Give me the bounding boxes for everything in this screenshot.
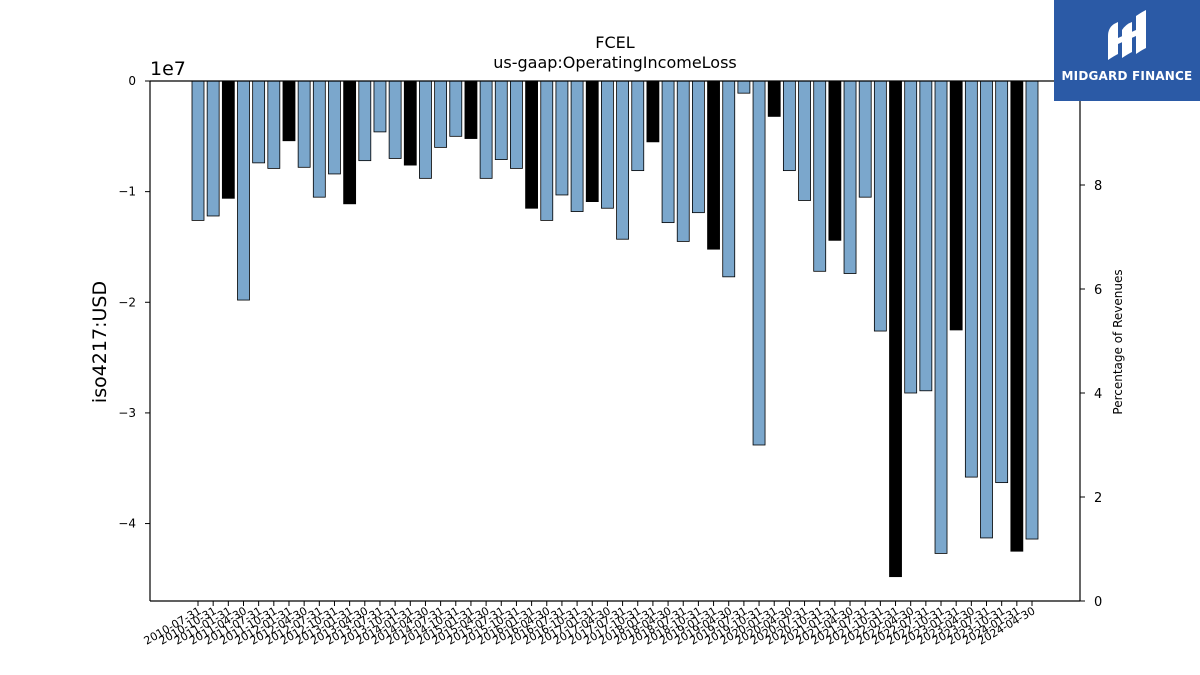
bar bbox=[252, 80, 266, 164]
y-tick-label: −2 bbox=[118, 295, 136, 309]
bar bbox=[782, 80, 796, 172]
bar bbox=[358, 80, 372, 162]
bar bbox=[995, 80, 1009, 484]
bar bbox=[540, 80, 554, 221]
y-offset-label: 1e7 bbox=[150, 58, 186, 80]
bar bbox=[919, 80, 933, 392]
y2-tick-label: 2 bbox=[1094, 491, 1102, 506]
bar bbox=[873, 80, 887, 332]
y-tick-label: −4 bbox=[118, 517, 136, 531]
bar bbox=[601, 80, 614, 209]
bar bbox=[631, 80, 645, 172]
bar bbox=[798, 80, 811, 201]
bar bbox=[373, 80, 387, 133]
bar bbox=[388, 80, 402, 159]
y-axis-label: iso4217:USD bbox=[89, 281, 111, 403]
bar bbox=[479, 80, 493, 179]
bar bbox=[312, 80, 326, 198]
bar bbox=[570, 80, 584, 212]
bar bbox=[722, 80, 736, 278]
y-tick-label: 0 bbox=[128, 74, 136, 88]
bar bbox=[964, 80, 978, 478]
bar bbox=[676, 80, 690, 242]
bar bbox=[237, 80, 250, 301]
logo-text: MIDGARD FINANCE bbox=[1061, 69, 1193, 83]
bar bbox=[813, 80, 827, 272]
y-tick-label: −3 bbox=[118, 406, 136, 420]
bar bbox=[767, 80, 781, 117]
bar bbox=[221, 80, 235, 199]
y-tick-label: −1 bbox=[118, 185, 136, 199]
bar bbox=[889, 80, 902, 578]
bar bbox=[949, 80, 963, 331]
y2-tick-label: 6 bbox=[1094, 283, 1102, 298]
bar bbox=[661, 80, 675, 224]
bar bbox=[828, 80, 842, 241]
bar bbox=[403, 80, 417, 166]
bars-group bbox=[191, 80, 1039, 578]
bar bbox=[1025, 80, 1039, 540]
bar bbox=[267, 80, 281, 169]
bar bbox=[934, 80, 948, 554]
bar bbox=[1010, 80, 1024, 552]
bar bbox=[707, 80, 720, 250]
bar bbox=[858, 80, 872, 198]
bar bbox=[206, 80, 220, 217]
bar bbox=[525, 80, 538, 209]
bar bbox=[328, 80, 341, 175]
bar bbox=[510, 80, 523, 169]
bar bbox=[585, 80, 599, 202]
y2-tick-label: 0 bbox=[1094, 595, 1102, 610]
logo-mark-icon bbox=[1108, 10, 1146, 60]
bar bbox=[980, 80, 993, 539]
bar bbox=[646, 80, 660, 143]
bar bbox=[616, 80, 629, 240]
bar bbox=[419, 80, 432, 179]
chart-title: FCEL bbox=[595, 33, 634, 52]
chart-subtitle: us-gaap:OperatingIncomeLoss bbox=[493, 53, 737, 72]
bar bbox=[555, 80, 569, 196]
bar bbox=[752, 80, 766, 446]
y2-tick-label: 4 bbox=[1094, 387, 1102, 402]
axes-group: 0−1−2−3−4024682010-07-312010-10-312011-0… bbox=[118, 74, 1102, 648]
bar bbox=[191, 80, 205, 221]
bar bbox=[343, 80, 357, 205]
bar bbox=[692, 80, 705, 214]
bar bbox=[494, 80, 508, 160]
bar bbox=[434, 80, 448, 148]
y2-tick-label: 8 bbox=[1094, 179, 1102, 194]
bar bbox=[737, 80, 751, 94]
bar bbox=[282, 80, 296, 142]
bar bbox=[464, 80, 478, 139]
midgard-finance-logo: MIDGARD FINANCE bbox=[1054, 0, 1200, 101]
bar bbox=[843, 80, 857, 274]
bar bbox=[904, 80, 918, 394]
bar bbox=[297, 80, 311, 168]
bar bbox=[449, 80, 463, 137]
y2-axis-label: Percentage of Revenues bbox=[1111, 269, 1125, 414]
